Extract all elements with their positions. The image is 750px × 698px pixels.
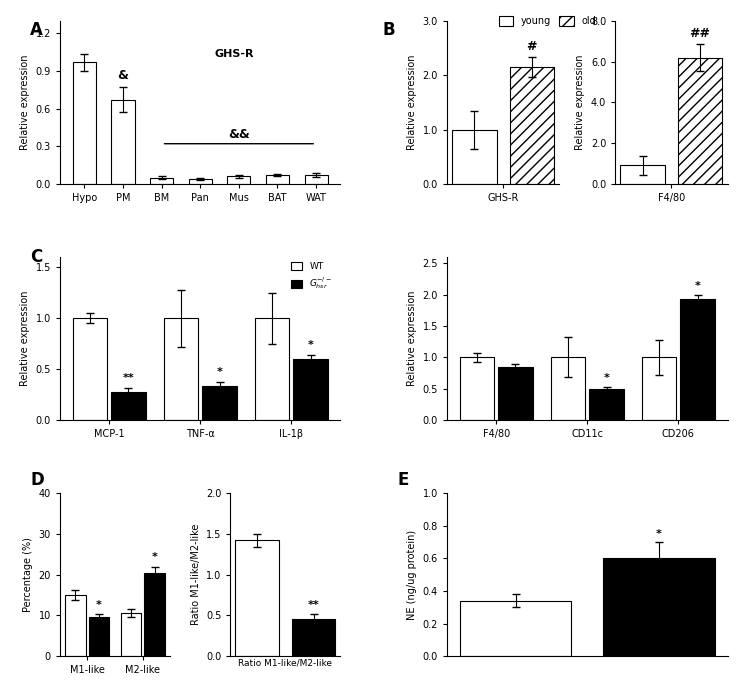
Text: E: E [398,471,409,489]
Bar [460,357,494,420]
Bar [266,175,289,184]
Text: A: A [30,21,43,39]
Text: GHS-R: GHS-R [214,49,254,59]
Text: *: * [308,340,314,350]
Bar [236,540,279,656]
Bar [603,558,715,656]
Bar [255,318,290,420]
Bar [88,618,110,656]
Text: *: * [656,529,662,539]
Y-axis label: Relative expression: Relative expression [407,291,417,386]
Text: *: * [694,281,700,291]
Bar [498,367,532,420]
Bar [150,177,173,184]
Bar [550,357,585,420]
Y-axis label: Ratio M1-like/M2-like: Ratio M1-like/M2-like [190,524,200,625]
Bar [227,177,251,184]
Y-axis label: Relative expression: Relative expression [407,54,417,150]
Text: D: D [30,471,44,489]
Text: &&: && [228,128,250,141]
Text: *: * [604,373,610,383]
Bar [680,299,715,420]
Text: **: ** [308,600,320,610]
Text: *: * [152,553,157,563]
Bar [65,595,86,656]
Bar [112,100,134,184]
Text: #: # [526,40,537,53]
Bar [678,58,722,184]
Text: *: * [96,600,102,610]
Y-axis label: NE (ng/ug protein): NE (ng/ug protein) [407,530,417,620]
Bar [73,62,96,184]
Bar [292,618,335,656]
Bar [73,318,107,420]
Text: **: ** [122,373,134,383]
Bar [452,130,497,184]
Bar [111,392,146,420]
Text: &: & [118,69,128,82]
Bar [164,318,198,420]
Text: B: B [382,21,395,39]
Bar [509,67,554,184]
X-axis label: Ratio M1-like/M2-like: Ratio M1-like/M2-like [238,659,332,668]
Bar [642,357,676,420]
Bar [304,175,328,184]
Bar [460,601,572,656]
Legend: WT, $G_{hsr}^{-/-}$: WT, $G_{hsr}^{-/-}$ [288,258,336,295]
Bar [620,165,665,184]
Text: *: * [217,367,223,377]
Bar [590,389,624,420]
Bar [121,614,141,656]
Bar [189,179,211,184]
Y-axis label: Percentage (%): Percentage (%) [23,537,33,612]
Bar [144,572,165,656]
Bar [202,387,237,420]
Legend: young, old: young, old [495,12,600,30]
Text: ##: ## [689,27,710,40]
Y-axis label: Relative expression: Relative expression [20,291,30,386]
Text: C: C [30,248,42,266]
Y-axis label: Relative expression: Relative expression [575,54,585,150]
Y-axis label: Relative expression: Relative expression [20,54,30,150]
Bar [293,359,328,420]
